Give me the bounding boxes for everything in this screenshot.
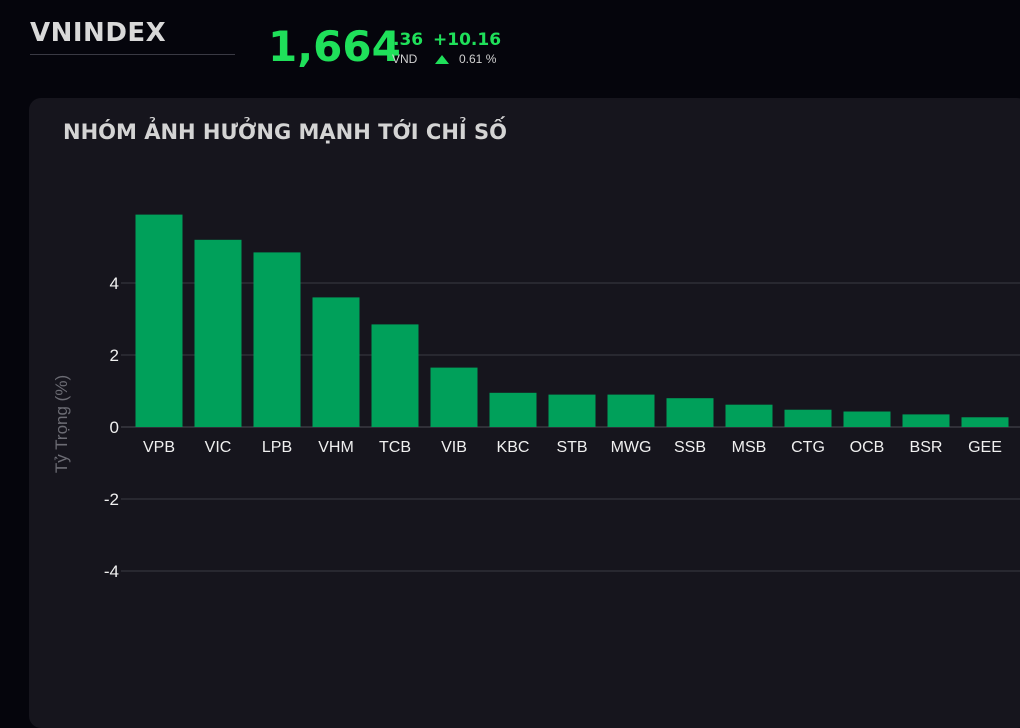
y-tick-label: 2 (110, 346, 119, 365)
bar-ctg (784, 409, 832, 427)
index-price-decimal: .36 (393, 30, 424, 50)
x-tick-label: SSB (674, 439, 706, 456)
x-tick-label: CTG (791, 439, 825, 456)
x-tick-label: MWG (611, 439, 652, 456)
x-tick-label: TCB (379, 439, 411, 456)
bar-ssb (666, 398, 714, 427)
bar-vpb (135, 214, 183, 427)
influence-bar-chart: 4 2 0 -2 -4 Tỷ Trọng (%) VPB VIC LPB VHM TCB VIB KBC… (52, 214, 1020, 581)
y-tick-label: 4 (110, 274, 119, 293)
x-tick-label: GEE (968, 439, 1002, 456)
bar-bsr (902, 414, 950, 427)
x-tick-label: LPB (262, 439, 292, 456)
y-tick-label: 0 (110, 418, 119, 437)
index-change-percent: 0.61 % (459, 52, 497, 66)
x-tick-label: VIC (205, 439, 232, 456)
bar-msb (725, 404, 773, 427)
up-arrow-icon (435, 55, 449, 64)
bar-vib (430, 367, 478, 427)
bar-kbc (489, 392, 537, 427)
y-axis-label: Tỷ Trọng (%) (52, 375, 71, 473)
index-price: 1,664 (268, 22, 401, 71)
y-tick-label: -2 (104, 490, 119, 509)
x-tick-label: VHM (318, 439, 354, 456)
bar-mwg (607, 394, 655, 427)
index-name-underline (30, 54, 235, 55)
bar-tcb (371, 324, 419, 427)
index-header: VNINDEX 1,664 .36 VND +10.16 0.61 % (0, 0, 1020, 96)
x-tick-label: MSB (732, 439, 767, 456)
influence-panel: NHÓM ẢNH HƯỞNG MẠNH TỚI CHỈ SỐ 4 2 0 -2 -4 Tỷ… (29, 98, 1020, 728)
x-tick-label: OCB (850, 439, 885, 456)
x-tick-label: STB (556, 439, 587, 456)
x-tick-label: VIB (441, 439, 467, 456)
currency-label: VND (392, 52, 418, 66)
index-change: +10.16 (433, 30, 502, 50)
bar-gee (961, 417, 1009, 427)
bar-vhm (312, 297, 360, 427)
panel-title: NHÓM ẢNH HƯỞNG MẠNH TỚI CHỈ SỐ (63, 120, 508, 144)
y-tick-label: -4 (104, 562, 119, 581)
x-tick-label: VPB (143, 439, 175, 456)
bar-ocb (843, 411, 891, 427)
x-tick-label: KBC (497, 439, 530, 456)
bar-lpb (253, 252, 301, 427)
index-name[interactable]: VNINDEX (30, 18, 167, 48)
bar-stb (548, 394, 596, 427)
bar-vic (194, 239, 242, 427)
x-tick-label: BSR (910, 439, 943, 456)
